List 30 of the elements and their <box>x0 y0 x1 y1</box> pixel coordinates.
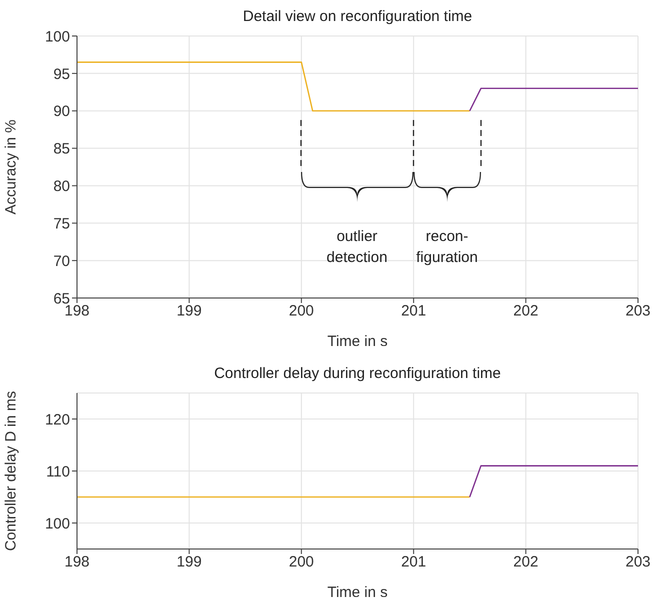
x-tick-label: 199 <box>176 554 202 571</box>
x-axis-title: Time in s <box>327 584 388 601</box>
y-axis-title: Controller delay D in ms <box>2 390 20 552</box>
x-tick-label: 198 <box>64 302 90 320</box>
chart-title: Controller delay during reconfiguration time <box>213 365 502 382</box>
x-tick-label: 201 <box>401 554 426 571</box>
x-tick-label: 201 <box>401 302 426 320</box>
x-tick-label: 202 <box>513 302 538 320</box>
y-tick-label: 90 <box>53 103 70 120</box>
y-tick-label: 100 <box>44 28 70 46</box>
y-tick-label: 120 <box>44 411 70 428</box>
x-axis-title: Time in s <box>327 333 388 350</box>
chart-title: Detail view on reconfiguration time <box>242 8 474 25</box>
x-tick-label: 200 <box>288 302 314 320</box>
x-tick-label: 203 <box>625 554 651 571</box>
x-tick-label: 199 <box>176 302 202 320</box>
y-tick-label: 80 <box>53 178 70 196</box>
x-tick-label: 200 <box>288 554 314 571</box>
x-tick-label: 203 <box>625 302 651 320</box>
y-tick-label: 110 <box>46 463 70 480</box>
y-tick-label: 70 <box>53 252 70 270</box>
y-tick-label: 95 <box>53 66 70 83</box>
x-tick-label: 202 <box>513 554 538 571</box>
y-tick-label: 100 <box>44 515 70 532</box>
y-tick-label: 75 <box>53 215 70 232</box>
y-tick-label: 85 <box>53 140 70 158</box>
y-axis-title: Accuracy in % <box>2 119 20 215</box>
x-tick-label: 198 <box>64 554 90 571</box>
annotation: outlier detection <box>326 227 388 268</box>
annotation: recon- figuration <box>415 227 479 268</box>
